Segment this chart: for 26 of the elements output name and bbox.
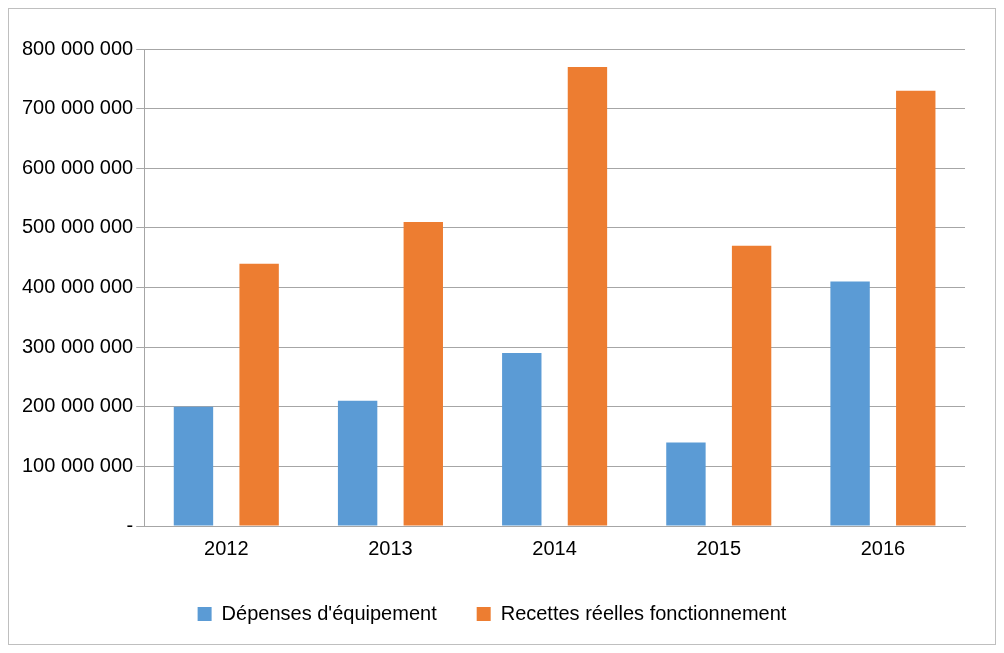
y-tick-label: 100 000 000 (21, 453, 134, 476)
y-tick-label: 300 000 000 (21, 334, 134, 357)
bar (896, 90, 936, 526)
legend-label: Dépenses d'équipement (221, 601, 438, 624)
y-tick-label: 800 000 000 (21, 36, 134, 59)
bar (239, 263, 279, 526)
y-tick-label: 400 000 000 (21, 275, 134, 298)
x-tick-label: 2012 (204, 536, 249, 559)
x-tick-label: 2014 (532, 536, 577, 559)
y-tick-label: - (126, 513, 134, 536)
bar (403, 221, 443, 526)
legend-label: Recettes réelles fonctionnement (500, 601, 787, 624)
x-tick-label: 2016 (860, 536, 906, 559)
bar (731, 245, 772, 526)
x-tick-label: 2013 (368, 536, 413, 559)
y-tick-label: 600 000 000 (21, 155, 134, 178)
y-tick-label: 500 000 000 (21, 215, 134, 238)
bar (567, 66, 608, 526)
x-tick-label: 2015 (696, 536, 742, 559)
bar (502, 353, 542, 526)
bar (666, 442, 706, 526)
y-tick-label: 700 000 000 (21, 96, 134, 119)
bar (337, 400, 378, 526)
bar (830, 281, 870, 526)
y-tick-label: 200 000 000 (21, 394, 134, 417)
bar (173, 406, 214, 526)
